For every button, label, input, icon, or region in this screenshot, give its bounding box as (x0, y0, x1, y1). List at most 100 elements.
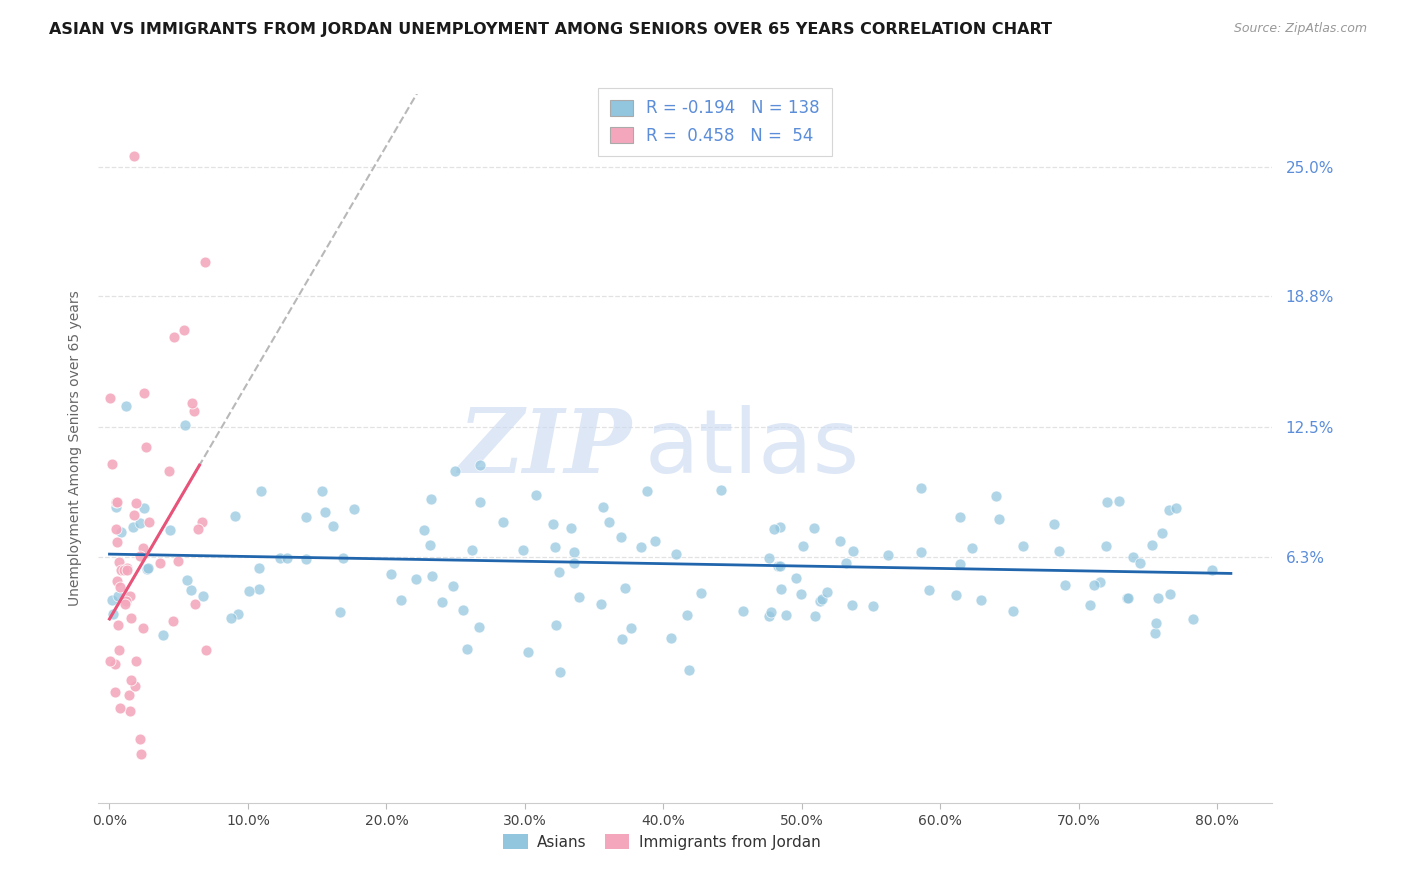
Point (614, 581, 637, 595)
Point (389, 592, 412, 607)
Point (644, 534, 666, 549)
Point (1002, 604, 1025, 618)
Point (986, 489, 1008, 503)
Point (1147, 591, 1170, 605)
Point (269, 551, 291, 566)
Point (132, 621, 155, 635)
Point (768, 558, 790, 573)
Point (591, 598, 613, 612)
Point (1150, 525, 1173, 540)
Point (419, 538, 441, 552)
Point (769, 520, 792, 534)
Point (173, 323, 195, 337)
Point (441, 579, 464, 593)
Point (107, 618, 129, 632)
Point (104, 657, 127, 671)
Point (117, 563, 139, 577)
Point (1095, 494, 1118, 508)
Point (101, 458, 124, 472)
Point (412, 524, 434, 538)
Point (988, 512, 1011, 526)
Point (761, 606, 783, 620)
Point (1012, 540, 1035, 554)
Point (548, 565, 571, 579)
Point (125, 496, 148, 510)
Point (249, 582, 271, 597)
Point (910, 481, 932, 495)
Point (810, 592, 832, 607)
Point (808, 594, 831, 608)
Point (115, 593, 138, 607)
Point (1164, 500, 1187, 515)
Point (790, 587, 813, 601)
Point (560, 521, 582, 535)
Point (117, 561, 139, 575)
Point (862, 599, 884, 613)
Point (114, 597, 136, 611)
Point (163, 330, 186, 344)
Point (470, 495, 492, 509)
Point (562, 545, 585, 559)
Point (733, 604, 755, 618)
Point (343, 501, 366, 516)
Point (138, 515, 160, 529)
Point (828, 533, 851, 548)
Point (118, 590, 141, 604)
Point (1095, 540, 1118, 554)
Point (311, 483, 333, 498)
Point (769, 582, 792, 597)
Y-axis label: Unemployment Among Seniors over 65 years: Unemployment Among Seniors over 65 years (67, 291, 82, 606)
Point (110, 525, 132, 540)
Point (468, 620, 491, 634)
Point (224, 509, 246, 524)
Legend: Asians, Immigrants from Jordan: Asians, Immigrants from Jordan (496, 827, 828, 857)
Point (157, 464, 180, 478)
Point (804, 608, 827, 623)
Point (152, 628, 174, 642)
Point (453, 603, 475, 617)
Point (295, 552, 318, 566)
Point (138, 561, 160, 575)
Point (544, 541, 567, 555)
Point (758, 550, 780, 565)
Point (1122, 550, 1144, 565)
Point (945, 588, 967, 602)
Point (1090, 575, 1112, 590)
Point (758, 608, 780, 623)
Point (609, 531, 631, 545)
Point (105, 494, 128, 508)
Point (1078, 599, 1101, 613)
Point (910, 545, 932, 559)
Point (630, 541, 652, 555)
Point (1144, 615, 1167, 630)
Point (194, 255, 217, 269)
Point (122, 508, 145, 523)
Point (167, 554, 190, 568)
Point (191, 589, 214, 603)
Point (108, 701, 131, 715)
Point (1159, 587, 1181, 601)
Point (675, 608, 697, 623)
Point (1047, 544, 1070, 558)
Point (107, 555, 129, 569)
Text: Source: ZipAtlas.com: Source: ZipAtlas.com (1233, 22, 1367, 36)
Point (98, 654, 121, 668)
Point (612, 632, 634, 646)
Point (960, 541, 983, 556)
Point (183, 403, 205, 417)
Point (1142, 538, 1164, 552)
Point (636, 483, 658, 498)
Point (110, 563, 132, 577)
Point (762, 522, 785, 536)
Point (948, 509, 970, 524)
Point (250, 483, 273, 498)
Point (1116, 591, 1139, 605)
Point (108, 848, 131, 863)
Point (104, 685, 127, 699)
Point (132, 501, 155, 516)
Point (1108, 494, 1130, 508)
Point (659, 632, 682, 646)
Point (120, 704, 142, 718)
Point (105, 495, 128, 509)
Point (766, 558, 789, 573)
